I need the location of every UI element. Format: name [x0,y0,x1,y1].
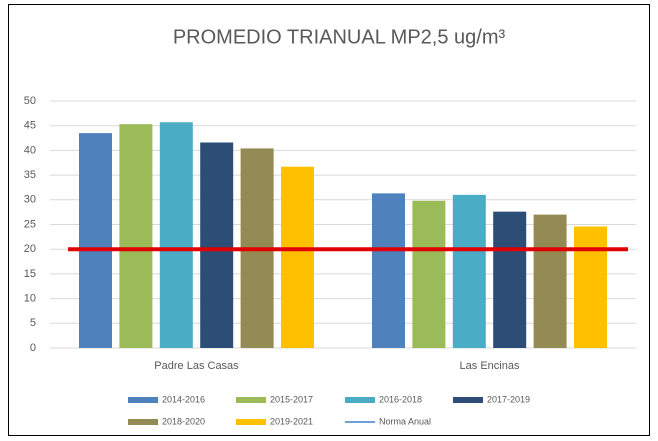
legend-swatch [453,397,483,403]
bar [79,133,112,348]
x-tick-label: Las Encinas [460,360,520,372]
bar [412,200,446,348]
y-tick-label: 20 [24,243,36,255]
bar [159,122,193,348]
y-tick-label: 15 [24,268,36,280]
bar [372,193,405,348]
legend-label: 2016-2018 [379,394,422,404]
legend-label: 2019-2021 [270,416,313,426]
bar [200,142,234,348]
legend-swatch [345,397,375,403]
y-tick-label: 5 [30,317,36,329]
x-tick-label: Padre Las Casas [154,360,239,372]
bar [119,124,153,348]
y-tick-label: 35 [24,169,36,181]
legend-label: 2015-2017 [270,394,313,404]
y-tick-label: 25 [24,218,36,230]
bar [533,214,567,348]
legend-swatch [236,397,266,403]
legend-swatch [128,397,158,403]
bar [574,226,607,348]
legend-label: 2018-2020 [162,416,205,426]
y-tick-label: 30 [24,194,36,206]
y-tick-label: 0 [30,342,36,354]
bar [493,211,527,348]
y-tick-label: 40 [24,144,36,156]
y-tick-label: 45 [24,120,36,132]
legend-swatch [128,419,158,425]
legend-swatch [236,419,266,425]
legend-label: Norma Anual [379,416,431,426]
bar [281,166,314,348]
y-tick-label: 50 [24,95,36,107]
legend-label: 2014-2016 [162,394,205,404]
chart-title: PROMEDIO TRIANUAL MP2,5 ug/m³ [173,26,506,48]
bar [452,194,486,348]
y-tick-label: 10 [24,293,36,305]
legend-label: 2017-2019 [487,394,530,404]
